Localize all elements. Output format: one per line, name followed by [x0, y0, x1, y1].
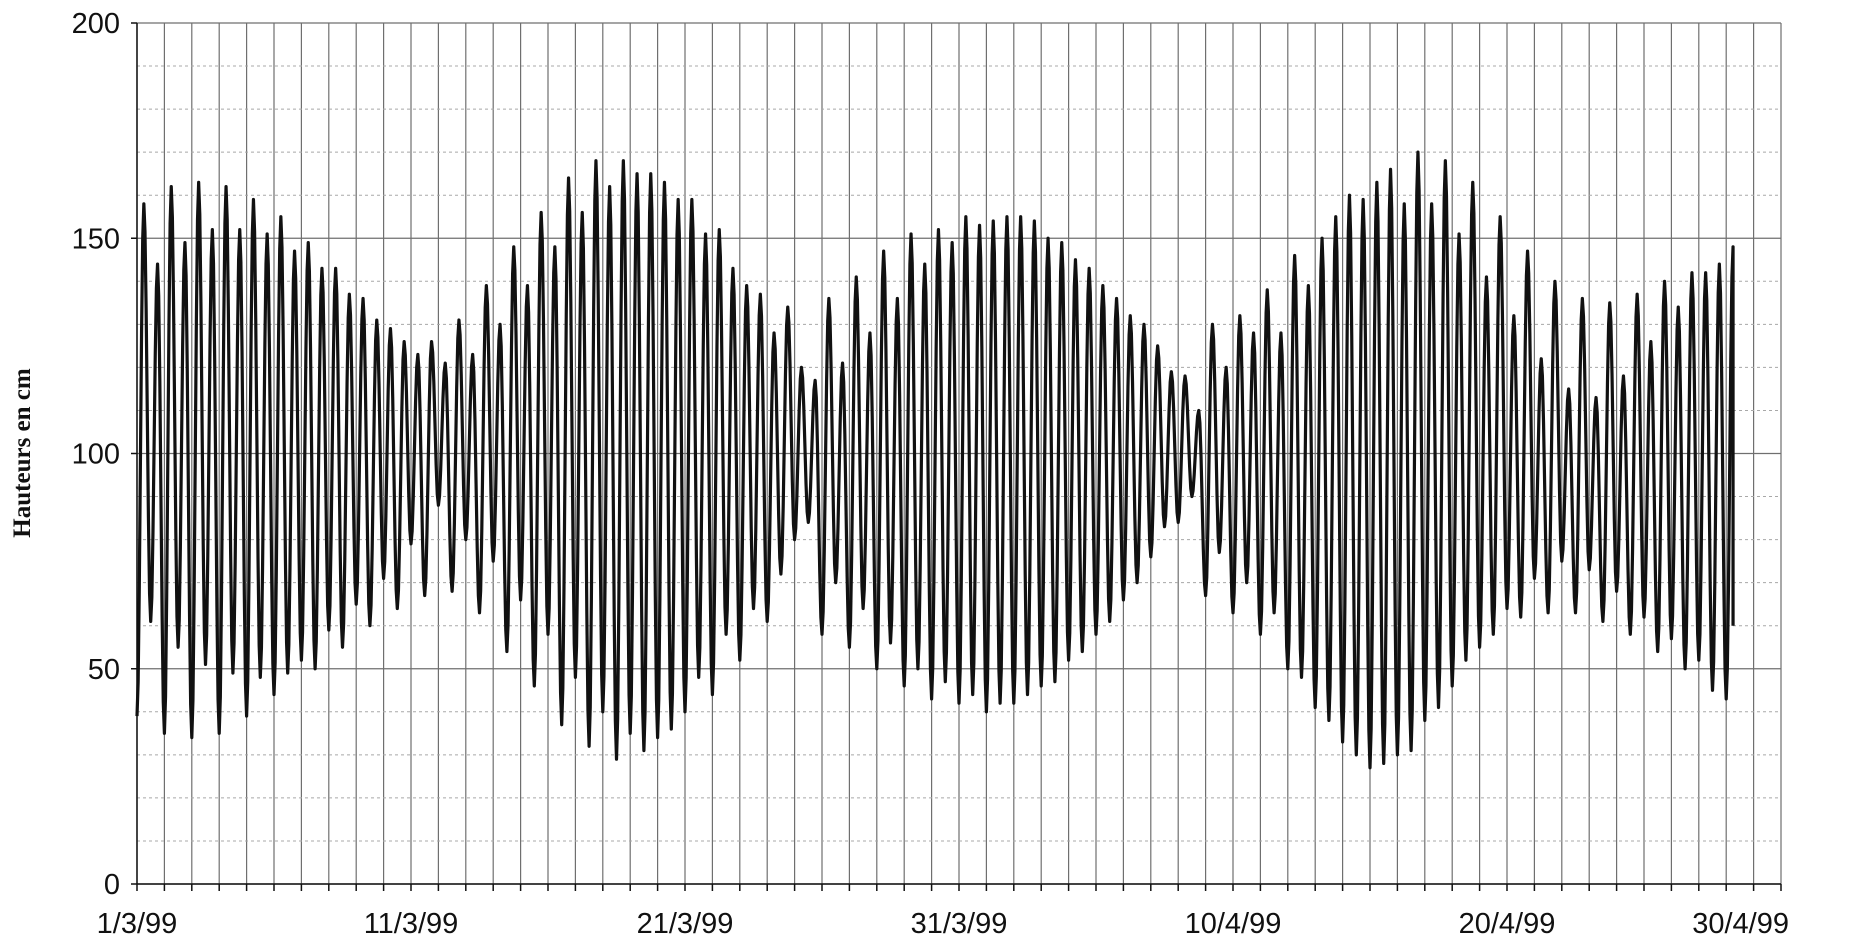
- y-axis-label: Hauteurs en cm: [9, 368, 36, 538]
- y-tick-label: 50: [88, 654, 120, 686]
- y-tick-label: 0: [104, 869, 120, 901]
- y-tick-label: 100: [72, 439, 120, 471]
- x-tick-label: 11/3/99: [364, 908, 459, 940]
- x-tick-label: 1/3/99: [97, 908, 178, 940]
- x-tick-label: 21/3/99: [637, 908, 734, 940]
- x-tick-label: 20/4/99: [1459, 908, 1556, 940]
- x-tick-labels: 1/3/99 11/3/99 21/3/99 31/3/99 10/4/99 20/4/9…: [97, 908, 1789, 940]
- x-tick-label: 31/3/99: [911, 908, 1008, 940]
- axes: [131, 22, 1782, 891]
- grid: [136, 22, 1782, 885]
- y-tick-labels: 0 50 100 150 200: [72, 8, 120, 901]
- tide-height-series-line: [135, 150, 1735, 770]
- y-tick-label: 150: [72, 223, 120, 255]
- x-tick-label: 10/4/99: [1185, 908, 1282, 940]
- series-layer: [135, 150, 1735, 770]
- x-tick-label: 30/4/99: [1692, 908, 1789, 940]
- y-tick-label: 200: [72, 8, 120, 40]
